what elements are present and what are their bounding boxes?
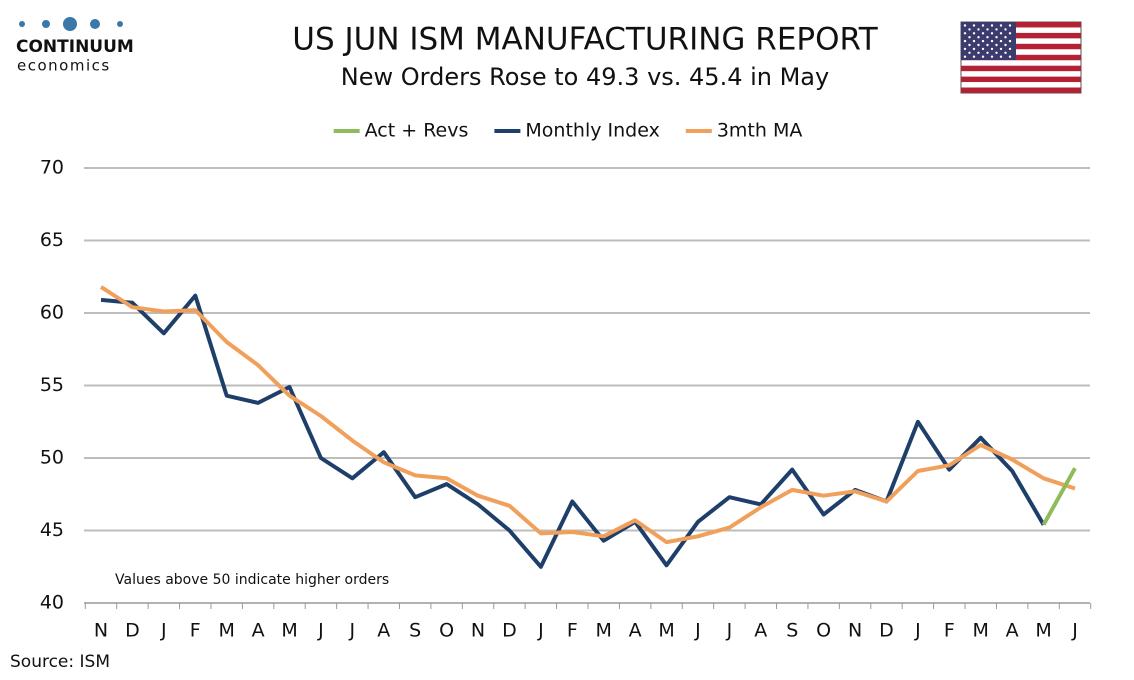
y-tick-label: 45 <box>40 519 64 541</box>
x-tick-label: O <box>816 620 831 642</box>
x-tick-label: J <box>914 620 921 642</box>
logo-dot <box>19 21 25 27</box>
x-tick-label: S <box>786 620 798 642</box>
chart-title: US JUN ISM MANUFACTURING REPORT <box>292 22 879 58</box>
x-tick-label: J <box>726 620 733 642</box>
series-line <box>99 285 1076 545</box>
x-tick-label: A <box>754 620 767 642</box>
x-tick-label: M <box>281 620 297 642</box>
x-tick-label: M <box>1035 620 1051 642</box>
y-tick-label: 40 <box>40 592 64 614</box>
logo-dot <box>63 17 77 31</box>
x-tick-label: F <box>944 620 955 642</box>
legend-label: 3mth MA <box>717 120 803 142</box>
flag-stripes <box>961 22 1081 93</box>
x-tick-label: A <box>1006 620 1019 642</box>
x-tick-label: J <box>1071 620 1078 642</box>
legend-item: 3mth MA <box>685 120 803 142</box>
x-tick-label: D <box>125 620 140 642</box>
x-tick-label: M <box>596 620 612 642</box>
x-tick-label: F <box>567 620 578 642</box>
logo-dot <box>117 21 123 27</box>
y-tick-label: 50 <box>40 447 64 469</box>
x-tick-label: D <box>502 620 517 642</box>
annotation: Values above 50 indicate higher orders <box>115 572 389 588</box>
x-tick-label: N <box>471 620 485 642</box>
x-tick-label: N <box>94 620 108 642</box>
x-tick-label: J <box>537 620 544 642</box>
x-tick-label: J <box>694 620 701 642</box>
chart-subtitle: New Orders Rose to 49.3 vs. 45.4 in May <box>341 63 829 91</box>
x-tick-label: J <box>349 620 356 642</box>
x-tick-label: M <box>658 620 674 642</box>
y-tick-label: 65 <box>40 229 64 251</box>
legend-item: Act + Revs <box>333 120 469 142</box>
flag <box>960 21 1082 94</box>
logo-dot <box>42 20 50 28</box>
y-tick-label: 70 <box>40 157 64 179</box>
x-tick-label: M <box>218 620 234 642</box>
x-tick-label: S <box>409 620 421 642</box>
x-tick-label: A <box>252 620 265 642</box>
x-tick-label: D <box>879 620 894 642</box>
y-tick-label: 55 <box>40 374 64 396</box>
logo-dot <box>90 19 100 29</box>
x-tick-label: A <box>377 620 390 642</box>
source: Source: ISM <box>10 652 110 672</box>
flag-stars <box>963 24 1012 58</box>
y-tick-label: 60 <box>40 302 64 324</box>
x-tick-label: F <box>190 620 201 642</box>
x-tick-label: N <box>848 620 862 642</box>
x-tick-label: J <box>160 620 167 642</box>
x-tick-label: M <box>973 620 989 642</box>
logo-name: CONTINUUM <box>16 37 134 57</box>
series-line <box>100 293 1046 569</box>
logo: CONTINUUM economics <box>16 17 134 75</box>
legend-label: Act + Revs <box>365 120 469 142</box>
series-line <box>1041 467 1077 526</box>
x-tick-label: O <box>439 620 454 642</box>
x-tick-label: J <box>317 620 324 642</box>
legend-item: Monthly Index <box>494 120 660 142</box>
legend-label: Monthly Index <box>525 120 659 142</box>
x-tick-label: A <box>629 620 642 642</box>
logo-tagline: economics <box>17 57 111 75</box>
flag-canton <box>961 22 1016 60</box>
